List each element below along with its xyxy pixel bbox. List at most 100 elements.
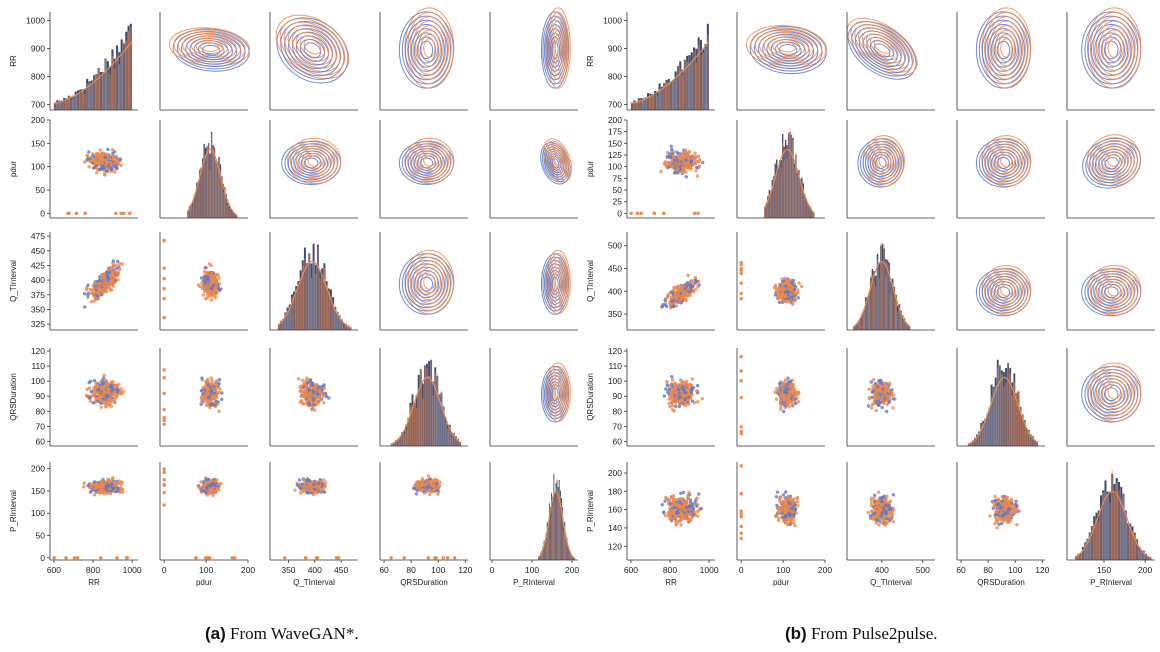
kde-contour — [846, 17, 918, 76]
hist-bar-synthetic — [453, 432, 455, 446]
kde-contour — [986, 16, 1026, 80]
hist-bar-synthetic — [559, 481, 560, 560]
hist-bar-synthetic — [130, 27, 132, 110]
hist-bar-synthetic — [553, 472, 555, 560]
scatter-point — [786, 296, 791, 300]
hist-bar-synthetic — [567, 545, 569, 560]
y-tick-label: 150 — [31, 138, 45, 148]
scatter-point — [324, 481, 328, 485]
kde-contour — [858, 27, 907, 67]
scatter-point — [88, 396, 92, 400]
cell-a-pdur-P_RInterval — [489, 120, 578, 219]
y-tick-label: 200 — [31, 464, 45, 474]
hist-bar-synthetic — [278, 324, 280, 330]
kde-contour — [1092, 16, 1136, 80]
kde-contour — [992, 146, 1021, 176]
cell-a-Q_TInterval-pdur — [159, 232, 248, 331]
scatter-point — [691, 290, 696, 294]
hist-bar-synthetic — [688, 63, 691, 110]
hist-bar-synthetic — [779, 161, 781, 218]
kde-line — [763, 148, 815, 214]
kde-contour — [993, 36, 1014, 64]
kde-contour — [1104, 157, 1119, 170]
scatter-point — [96, 290, 100, 294]
scatter-point — [208, 399, 213, 403]
hist-bar-synthetic — [672, 80, 674, 110]
y-tick-label: 0 — [40, 208, 45, 218]
kde-contour — [423, 155, 436, 167]
kde-contour — [875, 156, 887, 170]
scatter-point — [670, 147, 674, 152]
kde-contour — [1090, 23, 1132, 77]
scatter-point — [297, 478, 302, 482]
scatter-point — [208, 403, 213, 407]
scatter-point — [667, 152, 672, 156]
kde-contour — [547, 368, 569, 416]
scatter-point — [119, 163, 123, 168]
y-tick-label: 80 — [613, 406, 623, 416]
scatter-point — [205, 477, 209, 482]
scatter-point — [314, 383, 319, 387]
scatter-point — [211, 491, 215, 496]
hist-bar-synthetic — [782, 142, 784, 218]
hist-bar-synthetic — [785, 150, 786, 218]
kde-contour — [867, 149, 895, 177]
hist-bar-synthetic — [88, 83, 91, 110]
kde-contour — [1087, 7, 1142, 89]
scatter-point — [91, 401, 96, 405]
hist-bar-synthetic — [905, 323, 907, 330]
kde-contour — [546, 142, 569, 178]
scatter-point-zero — [230, 556, 234, 560]
scatter-point — [98, 148, 103, 152]
kde-contour — [1107, 154, 1121, 167]
scatter-point — [108, 492, 113, 496]
scatter-point — [109, 386, 114, 390]
scatter-point — [683, 401, 688, 405]
scatter-point-zero — [739, 297, 743, 301]
scatter-point — [109, 288, 114, 292]
scatter-point — [680, 157, 685, 161]
kde-contour — [195, 39, 224, 54]
scatter-point — [219, 481, 223, 486]
scatter-point — [94, 383, 98, 388]
hist-bar-synthetic — [774, 174, 776, 218]
scatter-point-zero — [119, 211, 123, 216]
hist-bar-synthetic — [127, 30, 130, 111]
kde-contour — [415, 147, 444, 175]
scatter-point — [111, 259, 116, 263]
scatter-point — [214, 279, 218, 284]
scatter-point — [678, 285, 682, 289]
scatter-point — [102, 373, 106, 377]
cell-b-pdur-pdur — [736, 120, 825, 219]
scatter-point — [100, 490, 104, 495]
hist-bar-synthetic — [890, 293, 892, 330]
scatter-point — [317, 486, 322, 491]
scatter-point — [670, 305, 674, 309]
scatter-point — [298, 483, 302, 487]
scatter-point — [218, 387, 222, 391]
scatter-point — [677, 156, 682, 161]
y-tick-label: 120 — [31, 346, 45, 356]
cell-a-pdur-QRSDuration — [379, 120, 468, 219]
scatter-point-zero — [115, 556, 119, 560]
scatter-point-zero — [441, 556, 445, 560]
kde-contour — [978, 15, 1028, 85]
hist-bar-synthetic — [887, 262, 889, 330]
kde-contour — [553, 33, 563, 63]
scatter-point — [300, 378, 305, 383]
kde-line — [630, 41, 710, 104]
scatter-point — [669, 302, 673, 306]
scatter-point — [100, 289, 104, 293]
scatter-point-zero — [162, 478, 166, 482]
hist-bar-synthetic — [693, 50, 695, 110]
scatter-point — [204, 297, 208, 301]
hist-bar-synthetic — [295, 292, 297, 330]
y-tick-label: 90 — [36, 391, 46, 401]
scatter-point-zero — [433, 556, 437, 560]
kde-contour — [550, 263, 566, 301]
kde-contour — [410, 28, 443, 72]
scatter-point — [686, 273, 690, 278]
scatter-point — [305, 479, 309, 483]
y-tick-label: 700 — [31, 99, 45, 109]
